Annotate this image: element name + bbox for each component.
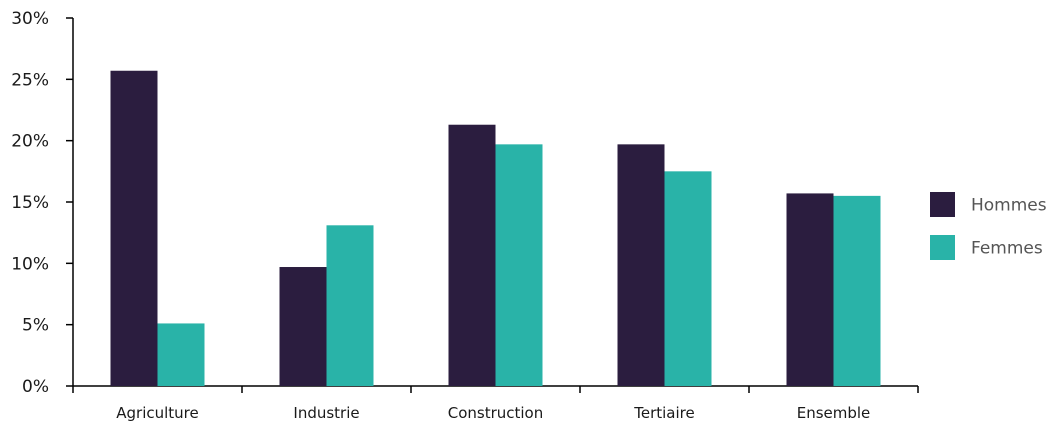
y-tick-label: 30% (11, 9, 49, 29)
bars (110, 70, 881, 386)
x-axis: Agriculture Industrie Construction Tertiair… (72, 385, 919, 422)
legend-swatch-hommes (930, 192, 955, 217)
bar-hommes-ensemble (786, 193, 834, 386)
y-tick-label: 25% (11, 70, 49, 90)
legend-swatch-femmes (930, 235, 955, 260)
y-tick-label: 10% (11, 254, 49, 274)
bar-hommes-construction (448, 124, 496, 386)
x-tick-label: Tertiaire (633, 404, 694, 422)
x-tick-label: Construction (448, 404, 544, 422)
y-tick-label: 15% (11, 193, 49, 213)
bar-hommes-tertiaire (617, 144, 665, 386)
bar-femmes-tertiaire (664, 171, 712, 386)
legend-label-femmes: Femmes (971, 239, 1043, 259)
bar-femmes-construction (495, 144, 543, 386)
y-tick-label: 0% (22, 377, 49, 397)
legend-label-hommes: Hommes (971, 196, 1047, 216)
bar-hommes-agriculture (110, 70, 158, 386)
y-axis: 0% 5% 10% 15% 20% 25% 30% (11, 9, 74, 397)
y-tick-label: 5% (22, 316, 49, 336)
y-tick-label: 20% (11, 132, 49, 152)
legend: Hommes Femmes (930, 192, 1047, 260)
bar-femmes-ensemble (833, 195, 881, 386)
x-tick-label: Agriculture (116, 404, 199, 422)
x-tick-label: Ensemble (797, 404, 871, 422)
x-tick-label: Industrie (293, 404, 359, 422)
bar-femmes-agriculture (157, 323, 205, 386)
bar-hommes-industrie (279, 267, 327, 386)
bar-femmes-industrie (326, 225, 374, 386)
